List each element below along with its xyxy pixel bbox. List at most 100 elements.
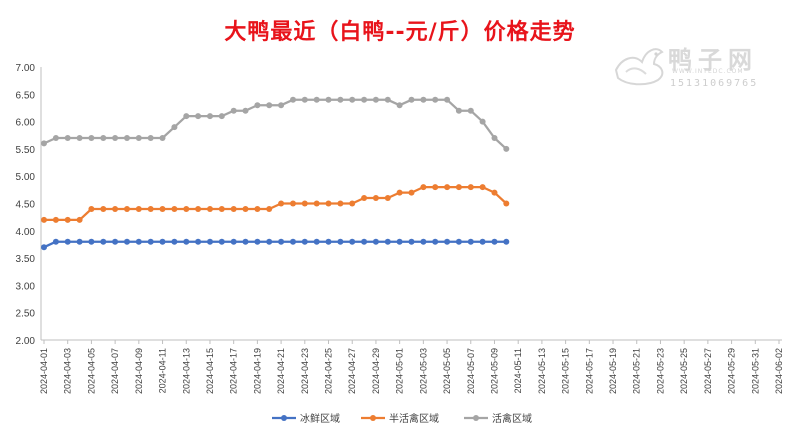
data-point [76,216,83,223]
data-point [112,206,119,212]
data-point [290,96,296,103]
data-point [278,102,285,109]
data-point [76,238,83,245]
series-line [43,240,507,249]
legend-label: 冰鲜区域 [300,412,340,425]
x-tick-label: 2024-05-19 [608,348,618,394]
data-point [242,107,249,114]
y-tick-label: 7.00 [16,63,36,74]
data-point [503,200,510,207]
x-tick-label: 2024-04-11 [158,348,168,393]
x-tick-label: 2024-05-29 [727,348,737,394]
data-point [88,135,95,141]
data-point [207,113,213,120]
data-point [218,206,225,212]
x-tick-label: 2024-05-17 [584,348,594,394]
watermark: 鸭子网 WWW.INTEDC.COM 15131069765 [612,40,782,90]
x-tick-label: 2024-04-21 [276,348,286,394]
data-point [432,238,439,245]
data-point [313,200,320,207]
x-tick-label: 2024-04-17 [229,348,239,394]
data-point [64,135,71,141]
data-point [254,238,261,245]
x-tick-label: 2024-05-09 [489,348,499,394]
data-point [254,206,261,212]
y-tick-label: 5.50 [16,145,36,156]
y-tick-label: 6.50 [16,90,36,101]
data-point [349,238,356,245]
x-tick-label: 2024-04-05 [86,348,96,394]
duck-logo-icon [614,48,664,86]
data-point [64,216,71,223]
data-point [301,238,308,245]
data-point [313,238,320,245]
y-tick-label: 6.00 [16,118,36,129]
data-point [384,96,391,103]
data-point [100,238,107,245]
data-point [420,96,427,103]
data-point [183,206,190,212]
data-point [337,238,344,245]
legend-swatch-marker [473,415,479,421]
data-point [290,238,296,245]
data-point [230,107,237,114]
legend-item: 半活禽区域 [361,412,439,425]
x-tick-label: 2024-05-01 [395,348,405,394]
x-tick-label: 2024-04-27 [347,348,357,394]
legend-item: 冰鲜区域 [272,412,340,425]
x-tick-label: 2024-04-29 [371,348,381,394]
data-point [503,145,510,152]
data-point [313,96,320,103]
data-point [266,238,273,245]
data-point [171,206,178,212]
data-point [135,135,142,141]
data-point [479,184,486,191]
data-point [372,238,379,245]
data-point [112,135,119,141]
data-point [479,238,486,245]
data-point [491,135,498,141]
data-point [242,238,249,245]
y-tick-label: 2.50 [16,309,36,320]
data-point [325,200,332,207]
x-tick-label: 2024-05-31 [750,348,760,394]
data-point [396,189,403,196]
data-point [124,238,130,245]
x-tick-label: 2024-04-03 [63,348,73,394]
x-tick-label: 2024-05-25 [679,348,689,394]
legend-swatch-marker [281,415,287,421]
x-tick-label: 2024-05-15 [561,348,571,394]
y-tick-label: 4.00 [16,227,36,238]
series-2 [41,184,510,223]
x-tick-label: 2024-05-23 [655,348,665,394]
data-point [147,238,154,245]
x-tick-label: 2024-04-25 [324,348,334,394]
data-point [408,189,415,196]
data-point [183,113,190,120]
data-point [444,96,451,103]
data-point [384,195,391,201]
data-point [455,107,462,114]
data-point [112,238,119,245]
data-point [147,206,154,212]
x-tick-label: 2024-05-11 [513,348,523,393]
watermark-phone: 15131069765 [670,78,759,89]
data-point [361,96,368,103]
legend-swatch-marker [370,415,376,421]
series-line [44,185,508,222]
data-point [455,238,462,245]
data-point [444,238,451,245]
data-point [278,200,285,207]
data-point [432,184,439,191]
data-point [444,184,451,191]
data-point [124,135,130,141]
series-3 [41,96,510,152]
data-point [88,238,95,245]
data-point [207,238,213,245]
data-point [230,238,237,245]
watermark-url: WWW.INTEDC.COM [672,68,744,75]
data-point [52,238,59,245]
data-point [467,184,474,191]
watermark-name: 鸭子网 [668,45,758,74]
